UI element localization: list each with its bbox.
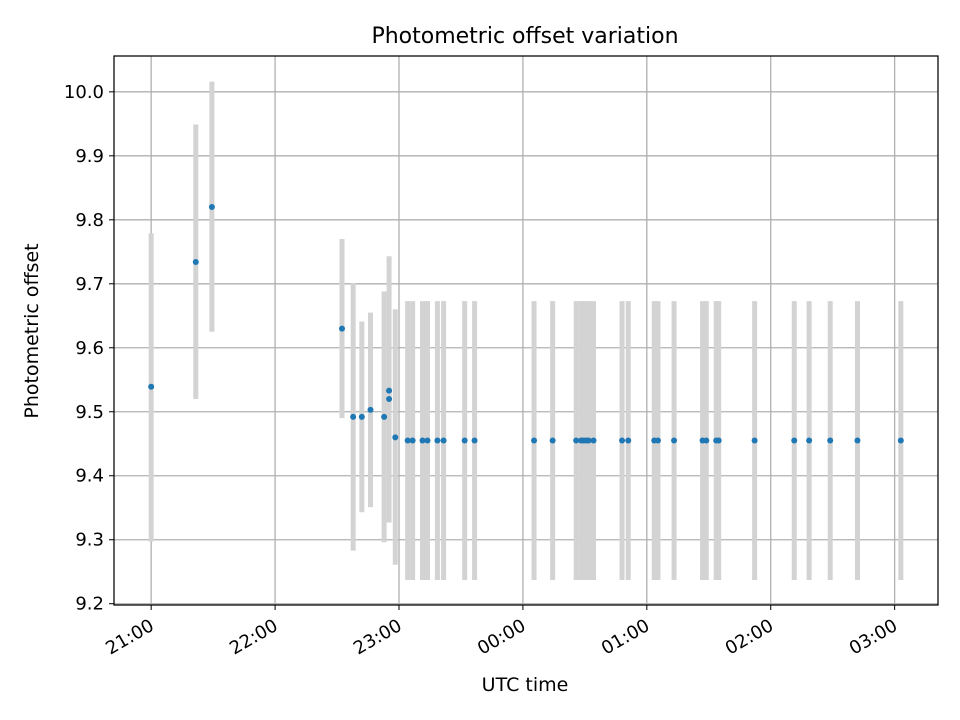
data-point bbox=[827, 437, 834, 444]
data-point bbox=[148, 383, 155, 390]
data-point bbox=[367, 406, 374, 413]
data-point bbox=[434, 437, 441, 444]
x-tick-label: 02:00 bbox=[722, 615, 777, 659]
data-point bbox=[471, 437, 478, 444]
data-point bbox=[386, 395, 393, 402]
plot-frame bbox=[113, 55, 939, 606]
data-point bbox=[440, 437, 447, 444]
data-point bbox=[392, 434, 399, 441]
x-tick-label: 21:00 bbox=[102, 615, 157, 659]
data-point bbox=[386, 387, 393, 394]
y-tick-label: 9.3 bbox=[75, 530, 104, 551]
x-tick-label: 23:00 bbox=[350, 615, 405, 659]
data-point bbox=[619, 437, 626, 444]
y-axis-label: Photometric offset bbox=[21, 243, 43, 418]
data-point bbox=[654, 437, 661, 444]
x-tick-label: 00:00 bbox=[474, 615, 529, 659]
data-point bbox=[671, 437, 678, 444]
x-axis-ticks: 21:00 22:00 23:00 00:00 01:00 02:00 03:00 bbox=[102, 605, 901, 659]
data-point bbox=[590, 437, 597, 444]
x-tick-label: 03:00 bbox=[846, 615, 901, 659]
y-tick-label: 9.6 bbox=[75, 338, 104, 359]
data-point bbox=[404, 437, 411, 444]
data-point bbox=[854, 437, 861, 444]
y-tick-label: 9.2 bbox=[75, 594, 104, 615]
data-point bbox=[192, 259, 199, 266]
y-tick-label: 9.7 bbox=[75, 274, 104, 295]
data-point bbox=[461, 437, 468, 444]
data-point bbox=[573, 437, 580, 444]
data-point bbox=[791, 437, 798, 444]
data-point bbox=[625, 437, 632, 444]
data-point bbox=[409, 437, 416, 444]
data-point bbox=[715, 437, 722, 444]
chart-title: Photometric offset variation bbox=[371, 24, 678, 49]
data-point bbox=[381, 413, 388, 420]
data-point bbox=[424, 437, 431, 444]
y-tick-label: 9.4 bbox=[75, 466, 104, 487]
data-point bbox=[549, 437, 556, 444]
data-point bbox=[897, 437, 904, 444]
x-tick-label: 01:00 bbox=[598, 615, 653, 659]
data-point bbox=[585, 437, 592, 444]
x-tick-label: 22:00 bbox=[226, 615, 281, 659]
y-tick-label: 9.8 bbox=[75, 210, 104, 231]
data-point bbox=[350, 413, 357, 420]
data-point bbox=[806, 437, 813, 444]
data-point bbox=[703, 437, 710, 444]
y-axis-ticks: 9.2 9.3 9.4 9.5 9.6 9.7 9.8 9.9 10.0 bbox=[64, 82, 114, 615]
y-tick-label: 9.9 bbox=[75, 146, 104, 167]
data-point bbox=[419, 437, 426, 444]
data-points bbox=[148, 204, 904, 444]
y-tick-label: 10.0 bbox=[64, 82, 104, 103]
data-point bbox=[531, 437, 538, 444]
x-axis-label: UTC time bbox=[482, 674, 569, 696]
data-point bbox=[751, 437, 758, 444]
grid-lines bbox=[114, 56, 938, 605]
y-tick-label: 9.5 bbox=[75, 402, 104, 423]
data-point bbox=[338, 325, 345, 332]
data-point bbox=[208, 204, 215, 211]
data-point bbox=[358, 413, 365, 420]
